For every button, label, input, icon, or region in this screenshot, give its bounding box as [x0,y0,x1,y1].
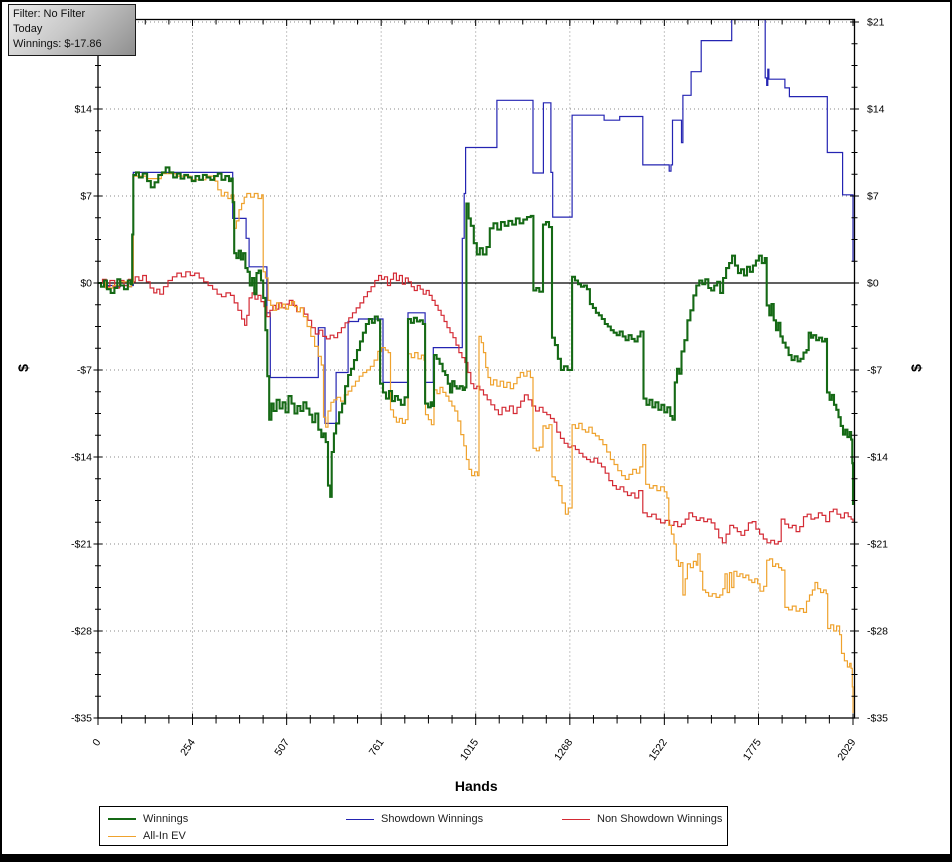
y-axis-label-right: -$28 [867,626,888,638]
winnings-line-swatch [108,818,136,820]
x-axis-label: 2029 [835,737,858,763]
y-axis-label-right: $14 [867,104,885,116]
y-axis-label-right: -$35 [867,713,888,725]
series-non-showdown-winnings-line [98,271,854,545]
series-all-in-ev-line [98,173,854,713]
x-axis-title: Hands [455,778,498,794]
filter-info-line: Winnings: $-17.86 [13,38,102,50]
y-axis-label-right: -$14 [867,452,888,464]
x-axis-label: 1268 [552,737,575,763]
non-showdown-winnings-line-swatch [562,818,590,820]
y-axis-label-right: $7 [867,191,879,203]
y-axis-label-right: -$21 [867,539,888,551]
all-in-ev-line-swatch [108,835,136,837]
filter-info-line: Filter: No Filter [13,8,86,20]
filter-info-box: Filter: No Filter Today Winnings: $-17.8… [8,4,136,56]
y-axis-label-left: -$14 [71,452,92,464]
showdown-winnings-line-swatch [346,818,374,820]
chart-legend: Winnings Showdown Winnings Non Showdown … [99,806,728,846]
legend-label: Non Showdown Winnings [597,813,723,825]
y-axis-label-left: -$21 [71,539,92,551]
y-axis-label-left: $14 [74,104,92,116]
y-axis-label-left: -$7 [77,365,92,377]
axis-titles: $ $ Hands [15,364,924,794]
gridlines [98,19,855,719]
series-showdown-winnings-line [98,19,854,424]
x-axis-label: 1015 [458,737,481,763]
x-axis-label: 0 [90,737,103,749]
x-axis-label: 254 [178,737,198,758]
right-y-axis-title: $ [908,364,924,372]
x-axis-label: 761 [367,737,387,758]
x-axis-label: 507 [272,737,292,758]
y-axis-label-right: $0 [867,278,879,290]
y-axis-label-left: $0 [80,278,92,290]
legend-label: Winnings [143,813,189,825]
y-axis-label-right: -$7 [867,365,882,377]
window-bottom-bar [0,854,952,862]
plot-border [97,18,856,719]
series-winnings-line [98,166,855,505]
legend-label: Showdown Winnings [381,813,484,825]
y-axis-label-left: -$35 [71,713,92,725]
x-axis-label: 1775 [741,737,764,763]
legend-item-showdown-winnings[interactable]: Showdown Winnings [346,811,483,827]
y-axis-label-right: $21 [867,17,885,29]
x-axis-label: 1522 [647,737,670,763]
filter-info-line: Today [13,23,43,35]
series-lines [98,19,855,713]
y-axis-label-left: $7 [80,191,92,203]
winnings-chart-canvas: $21$21$14$14$7$7$0$0-$7-$7-$14-$14-$21-$… [15,17,924,795]
legend-label: All-In EV [143,830,186,842]
legend-item-non-showdown-winnings[interactable]: Non Showdown Winnings [562,811,722,827]
left-y-axis-title: $ [15,364,31,372]
legend-item-all-in-ev[interactable]: All-In EV [108,828,186,844]
axis-ticks [93,19,859,725]
legend-item-winnings[interactable]: Winnings [108,811,188,827]
y-axis-label-left: -$28 [71,626,92,638]
